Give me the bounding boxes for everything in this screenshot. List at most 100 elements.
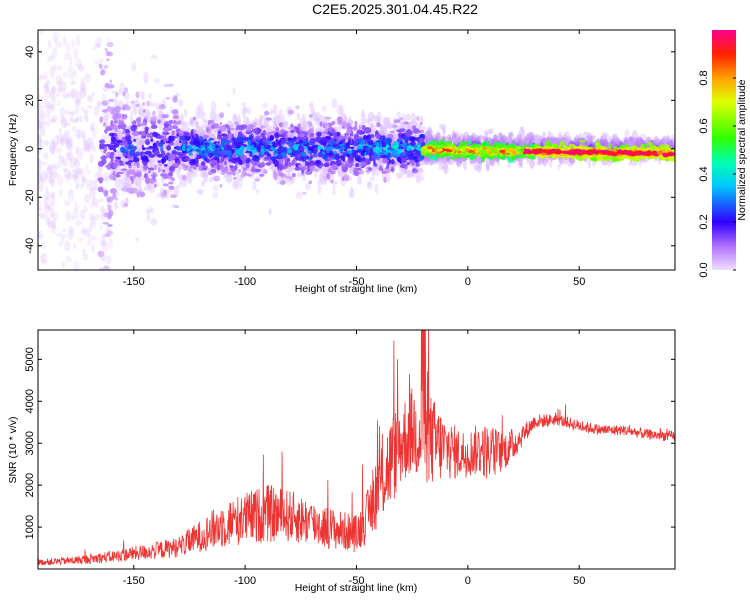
heat-cell bbox=[51, 85, 57, 95]
heat-cell bbox=[433, 154, 438, 162]
heat-cell bbox=[102, 240, 109, 252]
heat-cell bbox=[70, 228, 75, 237]
heat-cell bbox=[69, 55, 73, 67]
heat-cell bbox=[345, 153, 350, 157]
heat-cell bbox=[96, 42, 101, 49]
heat-cell bbox=[50, 222, 57, 229]
heat-cell bbox=[329, 179, 334, 184]
heat-cell bbox=[98, 63, 103, 69]
heat-cell bbox=[310, 132, 315, 138]
heat-cell bbox=[437, 139, 445, 146]
heat-cell bbox=[130, 109, 137, 116]
heat-cell bbox=[71, 38, 75, 49]
heat-cell bbox=[551, 137, 556, 146]
heat-cell bbox=[83, 109, 90, 114]
heat-cell bbox=[150, 218, 158, 226]
heat-cell bbox=[410, 112, 416, 124]
heat-cell bbox=[65, 42, 71, 54]
heat-cell bbox=[72, 88, 80, 98]
heat-cell bbox=[170, 177, 176, 182]
heat-cell bbox=[172, 162, 179, 168]
heat-cell bbox=[143, 173, 148, 179]
heat-cell bbox=[70, 87, 76, 100]
heat-cell bbox=[50, 147, 56, 155]
heat-cell bbox=[281, 113, 286, 123]
heat-cell bbox=[240, 101, 247, 107]
heat-cell bbox=[163, 138, 169, 141]
heat-cell bbox=[58, 154, 62, 161]
heat-cell bbox=[366, 181, 371, 187]
heat-cell bbox=[302, 191, 307, 195]
heat-cell bbox=[75, 91, 82, 103]
heat-cell bbox=[171, 130, 175, 136]
heat-cell bbox=[40, 170, 47, 183]
heat-cell bbox=[96, 169, 101, 176]
heat-cell bbox=[406, 162, 411, 165]
heat-cell bbox=[160, 150, 165, 157]
heat-cell bbox=[456, 156, 461, 166]
heat-cell bbox=[65, 151, 72, 161]
heat-cell bbox=[68, 189, 74, 194]
heat-cell bbox=[47, 218, 52, 226]
heat-cell bbox=[332, 185, 336, 196]
heat-cell bbox=[101, 210, 105, 222]
heat-cell bbox=[74, 167, 82, 175]
heat-cell bbox=[59, 138, 64, 145]
heat-cell bbox=[49, 103, 55, 112]
heat-cell bbox=[97, 177, 104, 182]
heat-cell bbox=[148, 92, 152, 99]
heat-cell bbox=[38, 75, 42, 81]
heat-cell bbox=[82, 139, 88, 145]
heat-cell bbox=[43, 99, 50, 109]
heat-cell bbox=[107, 204, 112, 212]
heat-cell bbox=[265, 117, 272, 121]
heat-cell bbox=[48, 202, 55, 212]
heat-cell bbox=[106, 196, 114, 203]
heat-cell bbox=[51, 139, 56, 151]
heat-cell bbox=[100, 134, 106, 141]
heat-cell bbox=[197, 125, 203, 133]
heat-cell bbox=[96, 100, 103, 106]
heat-cell bbox=[46, 166, 53, 179]
heat-cell bbox=[153, 78, 160, 84]
heat-cell bbox=[49, 118, 57, 123]
heat-cell bbox=[343, 174, 350, 182]
heat-cell bbox=[47, 164, 53, 170]
heat-cell bbox=[368, 111, 375, 122]
heat-cell bbox=[75, 34, 81, 47]
heat-cell bbox=[74, 173, 80, 186]
heat-cell bbox=[41, 112, 48, 119]
heat-cell bbox=[169, 141, 175, 146]
heat-cell bbox=[77, 147, 84, 160]
heat-cell bbox=[158, 123, 162, 131]
heat-cell bbox=[60, 117, 65, 124]
heat-cell bbox=[78, 183, 85, 189]
heat-cell bbox=[207, 145, 213, 150]
heat-cell bbox=[310, 107, 316, 116]
heat-cell bbox=[575, 134, 579, 144]
heat-cell bbox=[81, 106, 85, 112]
heat-cell bbox=[399, 128, 406, 133]
heat-cell bbox=[252, 162, 256, 168]
heat-cell bbox=[80, 81, 87, 93]
heat-cell bbox=[42, 259, 47, 265]
heat-cell bbox=[473, 164, 480, 171]
heat-cell bbox=[84, 139, 91, 151]
heat-cell bbox=[358, 169, 365, 175]
heat-cell bbox=[379, 124, 384, 134]
heat-cell bbox=[68, 111, 75, 116]
heat-cell bbox=[101, 100, 109, 107]
heat-cell bbox=[56, 134, 60, 145]
heat-cell bbox=[101, 236, 106, 246]
heat-cell bbox=[114, 105, 122, 113]
heat-cell bbox=[65, 109, 70, 115]
heat-cell bbox=[49, 220, 56, 225]
heat-cell bbox=[50, 179, 56, 188]
heat-cell bbox=[92, 198, 96, 208]
heat-cell bbox=[352, 126, 358, 131]
heat-cell bbox=[42, 240, 46, 250]
heat-cell bbox=[172, 121, 179, 125]
heat-cell bbox=[259, 174, 265, 177]
heat-cell bbox=[81, 175, 87, 186]
heat-cell bbox=[106, 106, 113, 112]
